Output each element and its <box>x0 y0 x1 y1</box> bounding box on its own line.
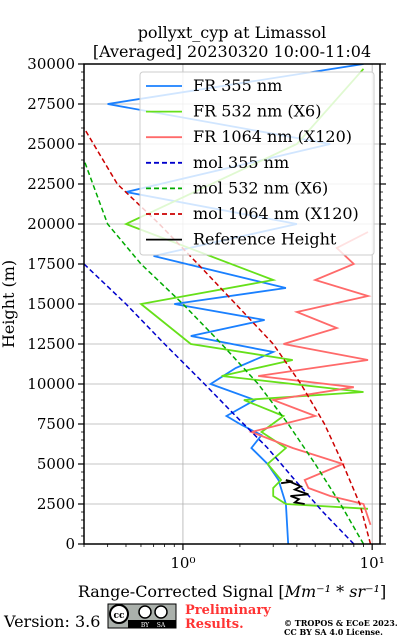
x-axis-label-prefix: Range-Corrected Signal [ <box>78 582 285 601</box>
legend-label-3: mol 355 nm <box>193 153 289 172</box>
copyright-line-2: CC BY SA 4.0 License. <box>284 627 383 637</box>
y-tick-label: 7500 <box>37 415 75 433</box>
cc-badge-text: cc <box>114 611 125 621</box>
legend-label-4: mol 532 nm (X6) <box>193 178 328 197</box>
y-tick-label: 10000 <box>27 375 75 393</box>
legend-label-0: FR 355 nm <box>193 76 282 95</box>
x-axis-label-units: Mm⁻¹ * sr⁻¹ <box>284 582 380 601</box>
sa-icon <box>154 605 168 619</box>
y-tick-label: 22500 <box>27 175 75 193</box>
series-line-3 <box>84 263 355 544</box>
legend-label-6: Reference Height <box>193 230 337 249</box>
series-line-4 <box>84 159 365 544</box>
chart-title: pollyxt_cyp at Limassol <box>138 23 327 42</box>
y-tick-label: 5000 <box>37 455 75 473</box>
copyright-line-1: © TROPOS & ECoE 2023. <box>284 618 398 628</box>
x-axis-label-suffix: ] <box>380 582 386 601</box>
preliminary-label-line2: Results. <box>185 617 244 632</box>
x-tick-label: 10⁰ <box>170 554 195 572</box>
preliminary-label: Preliminary <box>185 603 271 618</box>
y-tick-label: 2500 <box>37 495 75 513</box>
y-tick-label: 27500 <box>27 95 75 113</box>
sa-badge-text: SA <box>157 622 166 629</box>
legend-box <box>139 71 375 256</box>
y-tick-label: 12500 <box>27 335 75 353</box>
series-line-2 <box>248 231 372 526</box>
y-tick-label: 0 <box>65 535 75 553</box>
footer: Version: 3.6 cc BY SA Preliminary Result… <box>3 603 398 637</box>
y-tick-label: 25000 <box>27 135 75 153</box>
x-axis-label: Range-Corrected Signal [Mm⁻¹ * sr⁻¹] <box>78 582 386 601</box>
y-tick-label: 20000 <box>27 215 75 233</box>
series-line-6 <box>280 479 309 505</box>
cc-license-badge: cc BY SA <box>107 603 177 629</box>
by-badge-text: BY <box>141 622 150 629</box>
x-tick-label: 10¹ <box>360 554 385 572</box>
version-label: Version: 3.6 <box>3 612 100 631</box>
series-line-1 <box>123 68 369 510</box>
cc-icon <box>109 604 129 624</box>
y-tick-label: 15000 <box>27 295 75 313</box>
legend-label-1: FR 532 nm (X6) <box>193 102 321 121</box>
y-tick-label: 17500 <box>27 255 75 273</box>
axes: 0 2500 5000 7500 10000 12500 15000 17500 20000 22… <box>27 55 386 572</box>
legend-label-5: mol 1064 nm (X120) <box>193 204 359 223</box>
chart-subtitle: [Averaged] 20230320 10:00-11:04 <box>93 42 371 61</box>
legend: FR 355 nm FR 532 nm (X6) FR 1064 nm (X120)… <box>139 71 375 256</box>
y-axis-label: Height (m) <box>0 260 18 348</box>
by-icon <box>138 605 152 619</box>
legend-label-2: FR 1064 nm (X120) <box>193 127 352 146</box>
y-tick-label: 30000 <box>27 55 75 73</box>
